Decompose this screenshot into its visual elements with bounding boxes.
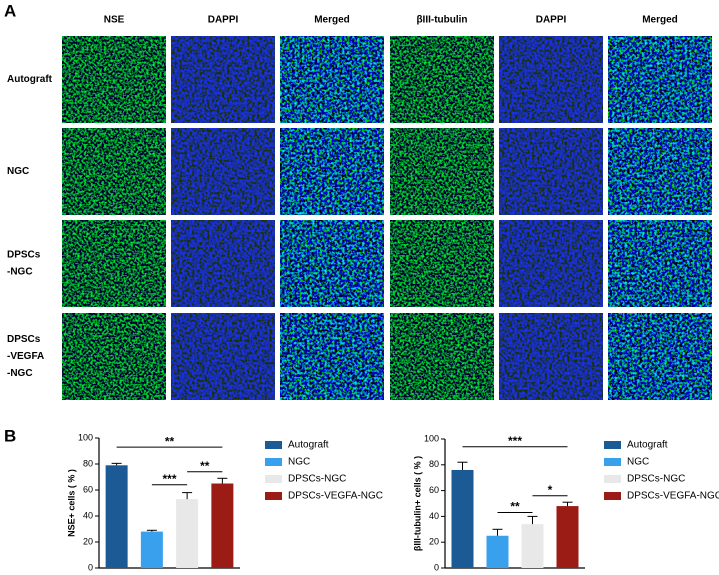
legend-swatch (265, 458, 282, 466)
micrograph (171, 220, 275, 307)
y-tick-label: 60 (429, 485, 439, 495)
significance-label: ** (165, 434, 175, 448)
column-header: DAPPI (208, 15, 239, 26)
micrograph (171, 313, 275, 400)
row-label: -NGC (7, 368, 33, 379)
bar (211, 483, 234, 568)
micrograph (62, 313, 166, 400)
significance-label: ** (200, 459, 210, 473)
panel-label: A (4, 1, 16, 20)
micrograph (171, 128, 275, 215)
micrograph (608, 36, 712, 123)
y-tick-label: 40 (429, 511, 439, 521)
y-axis-label: NSE+ cells ( % ) (66, 469, 76, 537)
legend-swatch (604, 458, 621, 466)
legend-label: Autograft (627, 440, 668, 451)
bar (451, 469, 474, 568)
row-label: DPSCs (7, 250, 41, 261)
micrograph (499, 36, 603, 123)
micrograph (499, 313, 603, 400)
legend-label: NGC (288, 457, 310, 468)
y-tick-label: 100 (424, 433, 439, 443)
micrograph (280, 128, 384, 215)
row-label: Autograft (7, 74, 53, 85)
legend-swatch (265, 492, 282, 500)
column-header: NSE (104, 15, 125, 26)
micrograph (499, 128, 603, 215)
legend-label: Autograft (288, 440, 329, 451)
legend-label: NGC (627, 457, 649, 468)
panel-label: B (4, 426, 16, 445)
y-tick-label: 0 (434, 562, 439, 572)
micrograph (280, 313, 384, 400)
legend-label: DPSCs-NGC (627, 474, 685, 485)
micrograph (390, 36, 494, 123)
y-tick-label: 20 (83, 536, 93, 546)
significance-label: ** (510, 500, 520, 514)
column-header: DAPPI (536, 15, 567, 26)
micrograph (499, 220, 603, 307)
legend-label: DPSCs-VEGFA-NGC (288, 491, 383, 502)
row-label: -NGC (7, 267, 33, 278)
micrograph (171, 36, 275, 123)
legend-label: DPSCs-NGC (288, 474, 346, 485)
y-tick-label: 100 (78, 432, 93, 442)
y-tick-label: 40 (83, 510, 93, 520)
bar (105, 465, 128, 568)
significance-label: *** (162, 472, 176, 486)
significance-label: * (548, 483, 553, 497)
column-header: Merged (314, 15, 350, 26)
legend-label: DPSCs-VEGFA-NGC (627, 491, 719, 502)
micrograph (608, 220, 712, 307)
micrograph (280, 36, 384, 123)
significance-label: *** (508, 434, 522, 448)
y-tick-label: 80 (83, 458, 93, 468)
row-label: DPSCs (7, 334, 41, 345)
row-label: -VEGFA (7, 351, 44, 362)
micrograph (62, 36, 166, 123)
legend-swatch (604, 441, 621, 449)
micrograph (608, 128, 712, 215)
row-label: NGC (7, 166, 29, 177)
legend-swatch (604, 492, 621, 500)
micrograph (390, 313, 494, 400)
micrograph (390, 220, 494, 307)
y-tick-label: 80 (429, 459, 439, 469)
micrograph (62, 220, 166, 307)
column-header: βIII-tubulin (416, 15, 467, 26)
bar (521, 524, 544, 568)
micrograph (390, 128, 494, 215)
legend-swatch (265, 441, 282, 449)
legend-swatch (604, 475, 621, 483)
legend-swatch (265, 475, 282, 483)
y-tick-label: 60 (83, 484, 93, 494)
y-axis-label: βIII-tubulin+ cells ( % ) (412, 456, 422, 551)
micrograph (62, 128, 166, 215)
y-tick-label: 20 (429, 537, 439, 547)
micrograph (608, 313, 712, 400)
y-tick-label: 0 (88, 562, 93, 572)
bar (176, 499, 199, 568)
bar (486, 535, 509, 568)
column-header: Merged (642, 15, 678, 26)
bar (556, 506, 579, 568)
bar (140, 531, 163, 568)
micrograph (280, 220, 384, 307)
